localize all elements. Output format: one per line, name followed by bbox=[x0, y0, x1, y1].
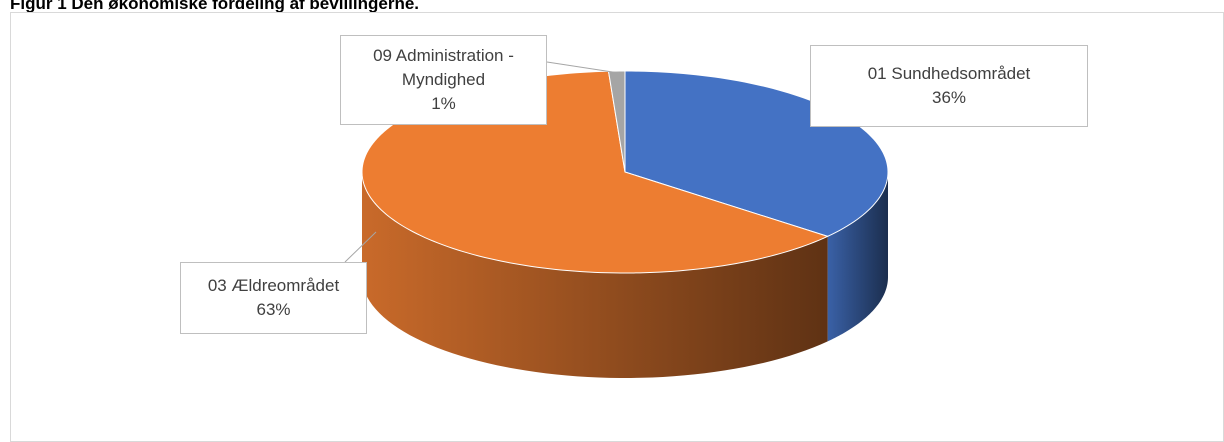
category-label: 03 Ældreområdet bbox=[207, 276, 340, 295]
data-label: 03 Ældreområdet 63% bbox=[180, 262, 367, 334]
pie-wall bbox=[827, 172, 888, 342]
chart-title: Figur 1 Den økonomiske fordeling af bevi… bbox=[10, 0, 420, 13]
data-label: 01 Sundhedsområdet 36% bbox=[810, 45, 1088, 127]
value-label: 63% bbox=[256, 300, 291, 319]
category-label: 01 Sundhedsområdet bbox=[867, 64, 1031, 83]
category-label: 09 Administration - Myndighed bbox=[373, 46, 514, 89]
pie-slice bbox=[607, 70, 626, 173]
leader-line bbox=[344, 231, 377, 263]
leader-line bbox=[546, 61, 620, 74]
data-label: 09 Administration - Myndighed 1% bbox=[340, 35, 547, 125]
value-label: 1% bbox=[431, 94, 456, 113]
value-label: 36% bbox=[931, 88, 967, 107]
page: Figur 1 Den økonomiske fordeling af bevi… bbox=[10, 0, 1224, 442]
pie-wall bbox=[362, 172, 828, 378]
